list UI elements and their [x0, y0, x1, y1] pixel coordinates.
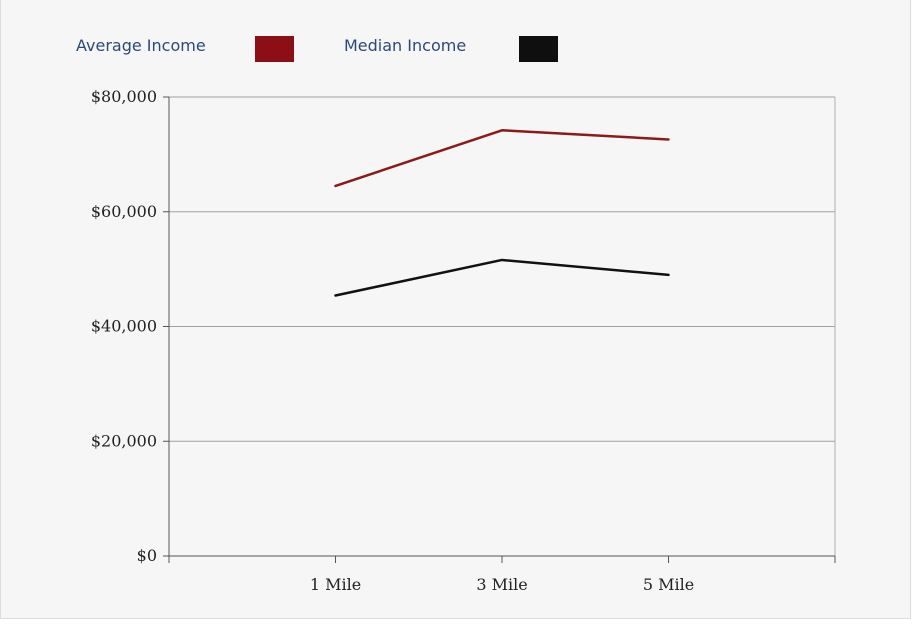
y-tick-label-4: $80,000: [91, 87, 157, 106]
legend-swatch-average-income: [255, 36, 294, 62]
chart-legend: Average Income Median Income: [1, 0, 912, 92]
x-tick-label-1: 3 Mile: [476, 575, 527, 594]
x-tick-label-0: 1 Mile: [310, 575, 361, 594]
legend-label-median-income: Median Income: [344, 36, 467, 55]
legend-label-average-income: Average Income: [76, 36, 206, 55]
y-tick-label-0: $0: [137, 546, 157, 565]
legend-swatch-median-income: [519, 36, 558, 62]
y-tick-label-2: $40,000: [91, 317, 157, 336]
y-tick-label-1: $20,000: [91, 431, 157, 450]
series-line-average-income: [334, 129, 670, 188]
y-tick-label-3: $60,000: [91, 202, 157, 221]
x-tick-label-2: 5 Mile: [643, 575, 694, 594]
series-line-median-income: [334, 258, 670, 297]
